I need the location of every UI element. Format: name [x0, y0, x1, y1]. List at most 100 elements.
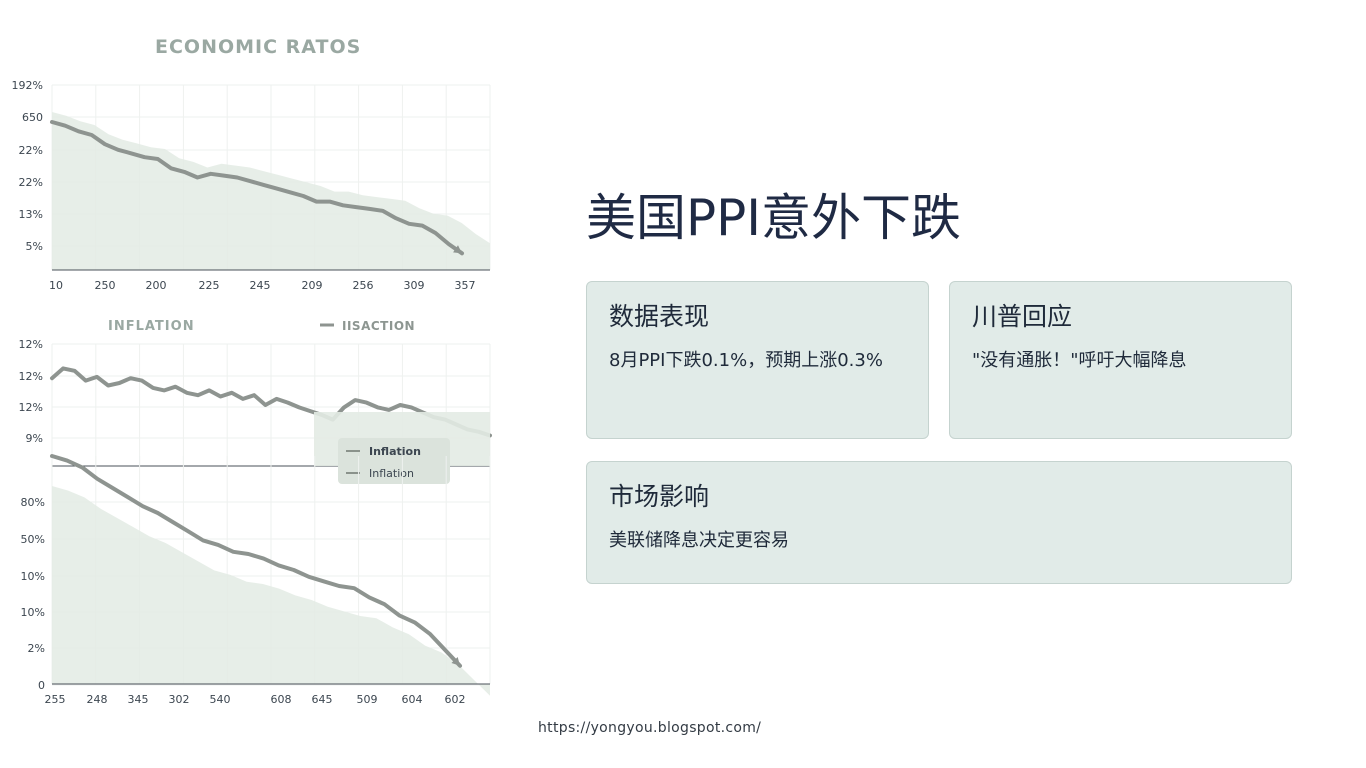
- data-point: [275, 397, 278, 401]
- card-trump-response: 川普回应 "没有通胀！"呼吁大幅降息: [949, 281, 1292, 439]
- x-tick-label: 245: [250, 279, 271, 292]
- data-point: [328, 200, 331, 203]
- card-data-performance: 数据表现 8月PPI下跌0.1%，预期上涨0.3%: [586, 281, 929, 439]
- source-url[interactable]: https://yongyou.blogspot.com/: [538, 720, 762, 736]
- data-point: [96, 477, 99, 480]
- data-point: [77, 130, 80, 133]
- legend-top-label: IISACTION: [342, 319, 415, 333]
- data-point: [230, 391, 233, 394]
- data-point: [398, 614, 401, 617]
- data-point: [337, 584, 341, 588]
- chart-panel: ECONOMIC RATOS 192% 650 22% 22% 13% 5% 10 250 200…: [0, 0, 520, 768]
- data-point: [275, 187, 278, 190]
- data-point: [141, 505, 144, 508]
- data-point: [107, 384, 110, 387]
- data-point: [126, 495, 129, 499]
- x-tick-label: 540: [210, 693, 231, 706]
- data-point: [443, 648, 447, 651]
- data-point: [376, 406, 379, 409]
- data-point: [209, 172, 212, 175]
- data-point: [174, 385, 177, 388]
- data-point: [354, 398, 357, 402]
- data-point: [208, 389, 211, 392]
- trend-arrow: [453, 245, 462, 254]
- data-point: [341, 204, 345, 207]
- data-point: [410, 406, 413, 409]
- x-tick-label: 309: [404, 279, 425, 292]
- data-point: [171, 520, 175, 524]
- data-point: [387, 408, 391, 412]
- x-tick-label: 509: [357, 693, 378, 706]
- data-point: [65, 459, 69, 462]
- x-tick-label: 200: [146, 279, 167, 292]
- data-point: [381, 209, 384, 212]
- data-point: [151, 386, 155, 390]
- x-tick-label: 248: [87, 693, 108, 706]
- data-point: [394, 217, 398, 220]
- y-tick-label: 650: [22, 111, 43, 124]
- data-point: [95, 375, 99, 379]
- data-point: [201, 539, 205, 542]
- data-point: [292, 568, 295, 572]
- y-tick-label: 5%: [26, 240, 43, 253]
- data-point: [219, 395, 222, 398]
- data-point: [262, 557, 265, 560]
- data-point: [50, 454, 54, 458]
- data-point: [342, 406, 346, 409]
- data-point: [309, 409, 312, 413]
- chart-inflation: INFLATION IISACTION 12% 12% 12% 9% Inflation In…: [19, 319, 492, 484]
- x-tick-label: 645: [312, 693, 333, 706]
- data-point: [247, 552, 250, 556]
- card-body: 8月PPI下跌0.1%，预期上涨0.3%: [609, 350, 883, 371]
- x-tick-label: 602: [445, 693, 466, 706]
- data-point: [143, 156, 146, 159]
- legend-label: Inflation: [369, 467, 414, 480]
- data-point: [368, 596, 371, 599]
- trend-arrow: [451, 657, 460, 666]
- x-tick-label: 302: [169, 693, 190, 706]
- x-tick-label: 225: [199, 279, 220, 292]
- chart-title: ECONOMIC RATOS: [155, 36, 361, 58]
- data-point: [111, 486, 114, 490]
- slide-title: 美国PPI意外下跌: [586, 189, 962, 247]
- legend-label: Inflation: [369, 445, 421, 458]
- series-area: [52, 486, 490, 696]
- data-point: [413, 621, 416, 624]
- data-point: [307, 575, 311, 578]
- data-point: [73, 369, 76, 372]
- x-tick-label: 250: [95, 279, 116, 292]
- chart-title: INFLATION: [108, 319, 195, 334]
- data-point: [241, 397, 245, 401]
- data-point: [286, 401, 289, 404]
- x-tick-label: 604: [402, 693, 423, 706]
- data-point: [407, 222, 411, 225]
- data-point: [428, 632, 431, 635]
- y-tick-label: 2%: [28, 642, 45, 655]
- data-point: [156, 157, 159, 161]
- x-tick-label: 256: [353, 279, 374, 292]
- series-line: [50, 366, 492, 438]
- charts-canvas: ECONOMIC RATOS 192% 650 22% 22% 13% 5% 10 250 200…: [12, 36, 492, 706]
- series-area: [52, 112, 490, 270]
- y-tick-label: 12%: [19, 370, 43, 383]
- data-point: [50, 377, 54, 380]
- data-point: [118, 381, 121, 385]
- data-point: [315, 200, 318, 203]
- data-point: [196, 394, 200, 397]
- data-point: [264, 403, 267, 407]
- data-point: [365, 401, 368, 404]
- series-line: [50, 454, 462, 668]
- data-point: [232, 550, 235, 553]
- y-tick-label: 22%: [19, 176, 43, 189]
- data-point: [249, 180, 252, 183]
- y-tick-label: 12%: [19, 401, 43, 414]
- card-body: 美联储降息决定更容易: [609, 530, 789, 551]
- data-point: [163, 389, 166, 392]
- data-point: [447, 242, 450, 246]
- x-tick-label: 345: [128, 693, 149, 706]
- data-point: [288, 191, 292, 194]
- data-point: [322, 580, 326, 583]
- data-point: [353, 587, 356, 590]
- data-point: [434, 231, 437, 235]
